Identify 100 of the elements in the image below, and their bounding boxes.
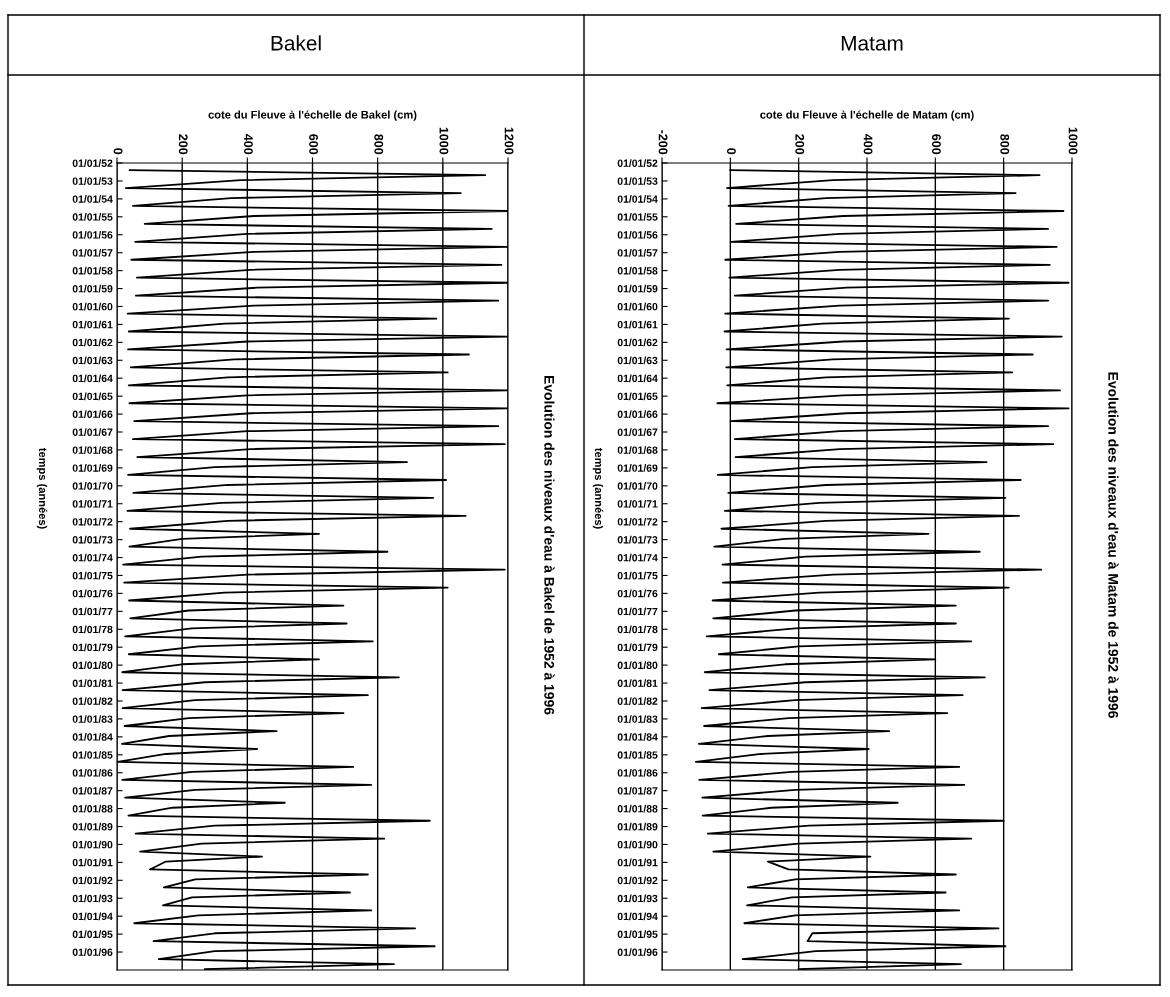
y-tick-label: 01/01/75 bbox=[617, 571, 658, 580]
y-tick-label: 01/01/64 bbox=[72, 374, 113, 383]
y-tick-label: 01/01/61 bbox=[72, 320, 113, 329]
y-tick-label: 01/01/91 bbox=[617, 858, 658, 867]
y-tick-label: 01/01/71 bbox=[72, 499, 113, 508]
y-tick-label: 01/01/88 bbox=[72, 804, 113, 813]
y-tick-label: 01/01/52 bbox=[72, 159, 113, 167]
y-tick-label: 01/01/96 bbox=[72, 948, 113, 957]
y-tick-label: 01/01/92 bbox=[72, 876, 113, 885]
y-tick-label: 01/01/84 bbox=[72, 733, 113, 741]
x-tick-label: 600 bbox=[309, 134, 318, 155]
y-tick-label: 01/01/85 bbox=[72, 751, 113, 759]
y-tick-label: 01/01/71 bbox=[617, 499, 658, 508]
y-tick-label: 01/01/63 bbox=[617, 356, 658, 365]
y-tick-label: 01/01/59 bbox=[72, 284, 113, 293]
y-tick-label: 01/01/57 bbox=[72, 248, 113, 257]
y-tick-label: 01/01/56 bbox=[72, 230, 113, 239]
y-tick-label: 01/01/77 bbox=[617, 607, 658, 616]
y-tick-label: 01/01/86 bbox=[72, 768, 113, 777]
y-tick-label: 01/01/94 bbox=[617, 912, 658, 921]
y-tick-label: 01/01/72 bbox=[617, 517, 658, 526]
y-axis-title: temps (années) bbox=[36, 447, 48, 529]
y-tick-label: 01/01/59 bbox=[617, 284, 658, 293]
y-tick-label: 01/01/74 bbox=[72, 553, 113, 562]
x-tick-label: 0 bbox=[113, 148, 123, 155]
y-tick-label: 01/01/55 bbox=[617, 213, 658, 221]
y-tick-label: 01/01/62 bbox=[72, 338, 113, 347]
y-tick-label: 01/01/95 bbox=[617, 930, 658, 939]
y-tick-label: 01/01/58 bbox=[617, 266, 658, 275]
y-tick-label: 01/01/80 bbox=[72, 661, 113, 670]
y-tick-label: 01/01/90 bbox=[72, 840, 113, 849]
y-tick-label: 01/01/65 bbox=[617, 392, 658, 401]
y-tick-label: 01/01/72 bbox=[72, 517, 113, 526]
x-axis-title: cote du Fleuve à l'échelle de Bakel (cm) bbox=[208, 110, 417, 121]
y-tick-label: 01/01/90 bbox=[617, 840, 658, 849]
y-tick-label: 01/01/74 bbox=[617, 553, 658, 562]
y-tick-label: 01/01/66 bbox=[617, 410, 658, 419]
y-tick-label: 01/01/55 bbox=[72, 213, 113, 221]
y-tick-label: 01/01/52 bbox=[617, 159, 658, 167]
y-tick-label: 01/01/94 bbox=[72, 912, 113, 921]
x-tick-label: 400 bbox=[243, 134, 253, 155]
x-tick-label: 800 bbox=[1000, 134, 1010, 155]
y-tick-label: 01/01/76 bbox=[617, 589, 658, 598]
x-tick-label: 200 bbox=[178, 134, 188, 155]
y-tick-label: 01/01/87 bbox=[72, 786, 113, 795]
y-tick-label: 01/01/75 bbox=[72, 571, 113, 580]
y-tick-label: 01/01/54 bbox=[72, 195, 113, 203]
y-tick-label: 01/01/63 bbox=[72, 356, 113, 365]
y-tick-label: 01/01/92 bbox=[617, 876, 658, 885]
y-tick-label: 01/01/70 bbox=[617, 482, 658, 490]
y-tick-label: 01/01/62 bbox=[617, 338, 658, 347]
y-tick-label: 01/01/86 bbox=[617, 768, 658, 777]
y-tick-label: 01/01/70 bbox=[72, 482, 113, 490]
y-tick-label: 01/01/93 bbox=[72, 894, 113, 903]
y-tick-label: 01/01/89 bbox=[72, 822, 113, 831]
y-tick-label: 01/01/67 bbox=[72, 428, 113, 436]
y-tick-label: 01/01/65 bbox=[72, 392, 113, 401]
y-tick-label: 01/01/56 bbox=[617, 230, 658, 239]
y-tick-label: 01/01/85 bbox=[617, 751, 658, 759]
y-tick-label: 01/01/57 bbox=[617, 248, 658, 257]
x-axis-title: cote du Fleuve à l'échelle de Matam (cm) bbox=[760, 110, 974, 121]
y-tick-label: 01/01/80 bbox=[617, 661, 658, 670]
x-tick-label: 1000 bbox=[1068, 127, 1078, 155]
y-tick-label: 01/01/79 bbox=[617, 643, 658, 652]
x-tick-label: -200 bbox=[658, 130, 668, 155]
y-tick-label: 01/01/96 bbox=[617, 948, 658, 957]
x-tick-label: 600 bbox=[931, 134, 941, 155]
y-tick-label: 01/01/82 bbox=[72, 697, 113, 705]
y-tick-label: 01/01/93 bbox=[617, 894, 658, 903]
chart-title: Matam bbox=[841, 36, 903, 51]
x-tick-label: 0 bbox=[726, 148, 736, 155]
y-tick-label: 01/01/66 bbox=[72, 410, 113, 419]
y-tick-label: 01/01/67 bbox=[617, 428, 658, 436]
y-tick-label: 01/01/53 bbox=[72, 177, 113, 185]
x-tick-label: 1200 bbox=[504, 127, 514, 155]
y-tick-label: 01/01/78 bbox=[617, 625, 658, 634]
y-tick-label: 01/01/68 bbox=[72, 446, 113, 454]
y-tick-label: 01/01/53 bbox=[617, 177, 658, 185]
x-tick-label: 200 bbox=[795, 134, 805, 155]
y-tick-label: 01/01/83 bbox=[617, 715, 658, 723]
y-tick-label: 01/01/73 bbox=[617, 535, 658, 544]
y-tick-label: 01/01/69 bbox=[72, 464, 113, 472]
y-tick-label: 01/01/77 bbox=[72, 607, 113, 616]
x-tick-label: 800 bbox=[374, 134, 384, 155]
y-tick-label: 01/01/54 bbox=[617, 195, 658, 203]
y-tick-label: 01/01/88 bbox=[617, 804, 658, 813]
y-tick-label: 01/01/78 bbox=[72, 625, 113, 634]
y-tick-label: 01/01/58 bbox=[72, 266, 113, 275]
y-tick-label: 01/01/81 bbox=[72, 679, 113, 688]
y-tick-label: 01/01/79 bbox=[72, 643, 113, 652]
y-tick-label: 01/01/60 bbox=[72, 302, 113, 311]
text: Evolution des niveaux d'eau à Matam de 1952 à 1996 bbox=[1108, 372, 1119, 718]
y-tick-label: 01/01/87 bbox=[617, 786, 658, 795]
chart-title: Bakel bbox=[271, 35, 321, 51]
y-tick-label: 01/01/61 bbox=[617, 320, 658, 329]
y-tick-label: 01/01/89 bbox=[617, 822, 658, 831]
y-tick-label: 01/01/91 bbox=[72, 858, 113, 867]
y-tick-label: 01/01/60 bbox=[617, 302, 658, 311]
y-tick-label: 01/01/82 bbox=[617, 697, 658, 705]
y-axis-title: temps (années) bbox=[592, 447, 604, 529]
